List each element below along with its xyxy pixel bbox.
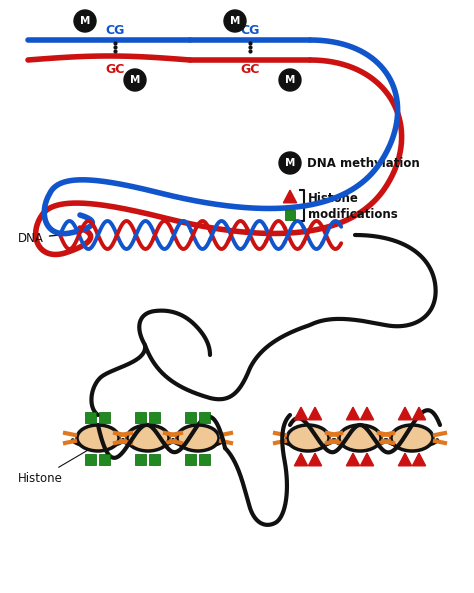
Polygon shape xyxy=(346,453,360,466)
Polygon shape xyxy=(360,407,374,420)
Bar xyxy=(136,412,146,422)
Circle shape xyxy=(224,10,246,32)
Polygon shape xyxy=(283,190,297,203)
Polygon shape xyxy=(399,407,411,420)
Text: DNA methylation: DNA methylation xyxy=(307,157,420,170)
Bar xyxy=(149,454,161,464)
Text: DNA: DNA xyxy=(18,231,75,244)
Bar xyxy=(85,412,97,422)
Polygon shape xyxy=(399,453,411,466)
Circle shape xyxy=(279,152,301,174)
Ellipse shape xyxy=(127,425,169,451)
Text: M: M xyxy=(285,158,295,168)
Bar xyxy=(100,412,110,422)
Polygon shape xyxy=(294,407,308,420)
Ellipse shape xyxy=(339,425,381,451)
Circle shape xyxy=(74,10,96,32)
Ellipse shape xyxy=(287,425,329,451)
Text: CG: CG xyxy=(240,24,260,37)
Polygon shape xyxy=(294,453,308,466)
Bar xyxy=(100,454,110,464)
Text: GC: GC xyxy=(105,63,125,76)
Text: M: M xyxy=(80,16,90,26)
Circle shape xyxy=(124,69,146,91)
Bar xyxy=(285,210,295,220)
Bar xyxy=(136,454,146,464)
Bar xyxy=(185,454,197,464)
Ellipse shape xyxy=(177,425,219,451)
Bar xyxy=(185,412,197,422)
Polygon shape xyxy=(412,407,426,420)
Text: M: M xyxy=(230,16,240,26)
Ellipse shape xyxy=(77,425,119,451)
Text: M: M xyxy=(130,75,140,85)
Circle shape xyxy=(279,69,301,91)
Polygon shape xyxy=(346,407,360,420)
Text: Histone: Histone xyxy=(18,445,97,484)
Bar xyxy=(200,412,210,422)
Polygon shape xyxy=(309,407,321,420)
Bar xyxy=(200,454,210,464)
Polygon shape xyxy=(360,453,374,466)
Text: Histone
modifications: Histone modifications xyxy=(308,193,398,221)
Bar xyxy=(85,454,97,464)
Polygon shape xyxy=(412,453,426,466)
Polygon shape xyxy=(309,453,321,466)
Text: GC: GC xyxy=(240,63,260,76)
Bar xyxy=(149,412,161,422)
Text: M: M xyxy=(285,75,295,85)
Text: CG: CG xyxy=(105,24,125,37)
Ellipse shape xyxy=(391,425,433,451)
